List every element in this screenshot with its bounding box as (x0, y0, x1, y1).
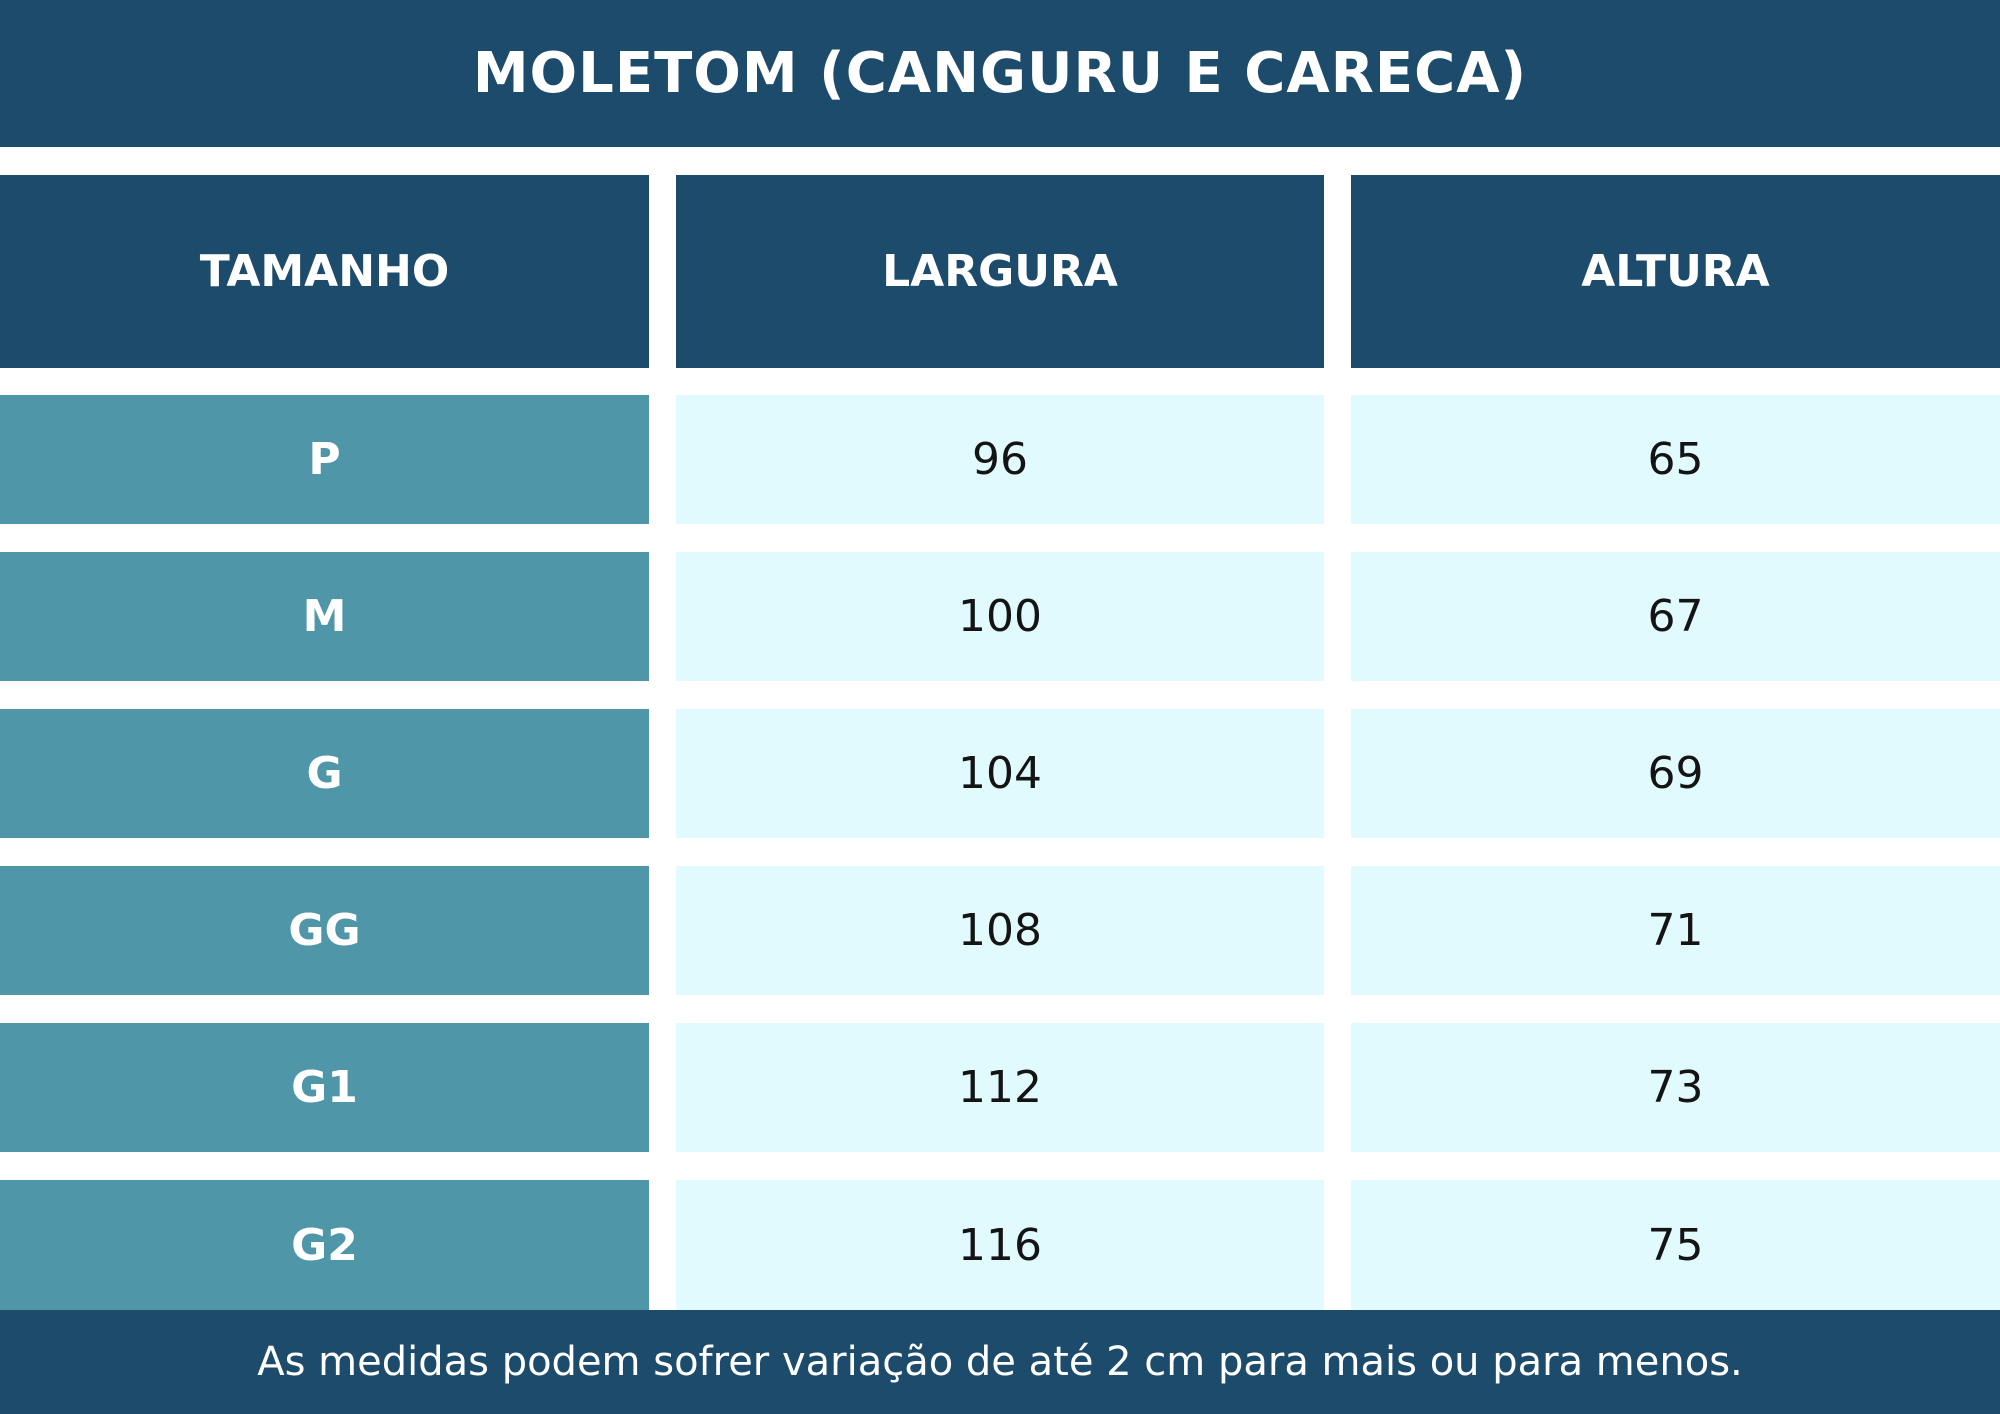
size-cell: P (0, 395, 649, 524)
largura-cell: 96 (676, 395, 1324, 524)
altura-cell: 65 (1351, 395, 2000, 524)
size-cell: GG (0, 866, 649, 995)
column-header-altura: ALTURA (1351, 175, 2000, 368)
altura-cell: 69 (1351, 709, 2000, 838)
largura-cell: 116 (676, 1180, 1324, 1310)
largura-cell: 104 (676, 709, 1324, 838)
altura-cell: 71 (1351, 866, 2000, 995)
size-cell: M (0, 552, 649, 681)
altura-cell: 75 (1351, 1180, 2000, 1310)
largura-cell: 100 (676, 552, 1324, 681)
size-cell: G2 (0, 1180, 649, 1310)
size-cell: G1 (0, 1023, 649, 1152)
page-title: MOLETOM (CANGURU E CARECA) (0, 0, 2000, 147)
largura-cell: 108 (676, 866, 1324, 995)
altura-cell: 73 (1351, 1023, 2000, 1152)
size-cell: G (0, 709, 649, 838)
altura-cell: 67 (1351, 552, 2000, 681)
largura-cell: 112 (676, 1023, 1324, 1152)
footer-note: As medidas podem sofrer variação de até … (0, 1310, 2000, 1414)
column-header-largura: LARGURA (676, 175, 1324, 368)
column-header-tamanho: TAMANHO (0, 175, 649, 368)
